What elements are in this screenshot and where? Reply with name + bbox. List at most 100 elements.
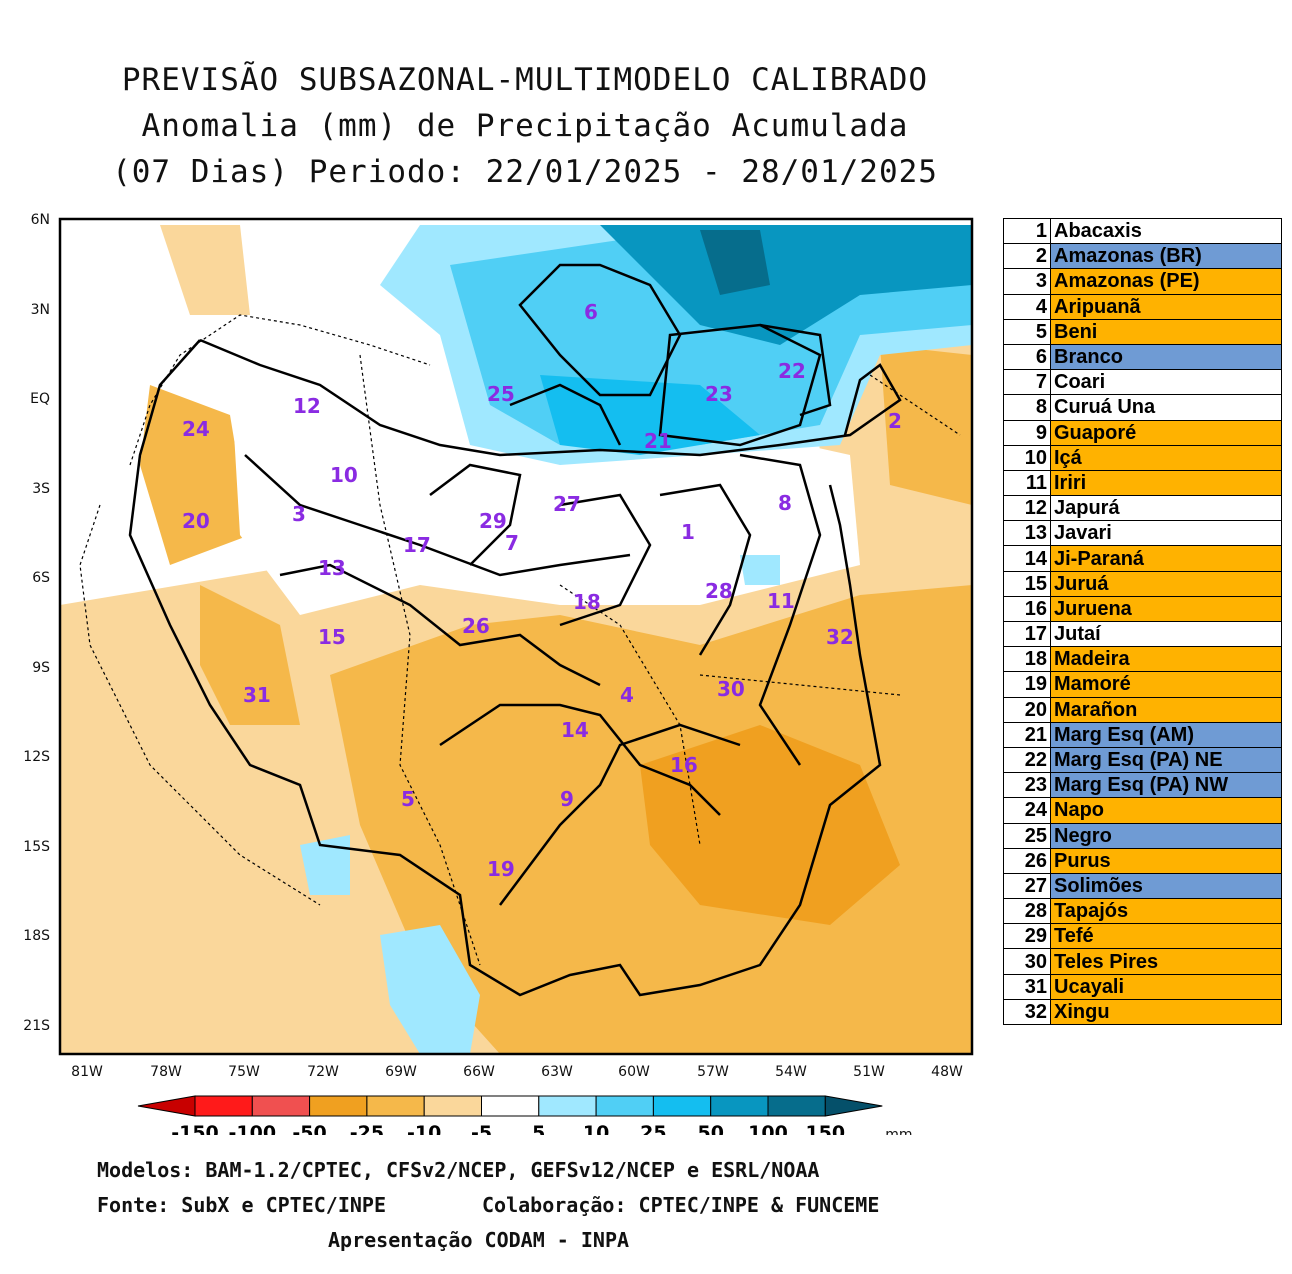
legend-number: 3 (1003, 268, 1051, 295)
lat-tick-label: 12S (23, 749, 50, 765)
legend-row: 10 Içá (1003, 444, 1282, 471)
lat-tick-label: 6N (31, 212, 50, 228)
basin-label: 30 (717, 677, 745, 701)
latitude-axis: 6N 3N EQ 3S 6S 9S 12S 15S 18S 21S (23, 212, 50, 1034)
legend-basin-name: Ji-Paraná (1050, 545, 1282, 572)
legend-basin-name: Marañon (1050, 696, 1282, 723)
legend-number: 30 (1003, 948, 1051, 975)
basin-label: 19 (487, 857, 515, 881)
lon-tick-label: 63W (541, 1064, 573, 1080)
legend-number: 18 (1003, 646, 1051, 673)
legend-number: 11 (1003, 469, 1051, 497)
legend-basin-name: Coari (1050, 369, 1282, 396)
basin-label: 32 (826, 625, 854, 649)
lat-tick-label: 18S (23, 928, 50, 944)
lat-tick-label: 15S (23, 839, 50, 855)
lat-tick-label: EQ (30, 391, 50, 407)
legend-number: 28 (1003, 898, 1051, 925)
colorbar-unit: mm (885, 1127, 912, 1135)
legend-row: 31 Ucayali (1003, 973, 1282, 1000)
legend-number: 25 (1003, 822, 1051, 849)
basin-label: 14 (561, 718, 589, 742)
colorbar-segment (538, 1095, 597, 1117)
anomaly-map: 1 2 3 4 5 6 7 8 9 10 11 12 13 14 15 16 1… (23, 212, 974, 1135)
country-borders (79, 314, 961, 966)
legend-number: 13 (1003, 520, 1051, 547)
colorbar: -150 -100 -50 -25 -10 -5 5 10 25 50 100 150 mm (137, 1095, 913, 1135)
legend-number: 23 (1003, 772, 1051, 799)
legend-number: 20 (1003, 696, 1051, 723)
lat-tick-label: 3S (32, 481, 50, 497)
legend-basin-name: Solimões (1050, 872, 1282, 900)
legend-number: 1 (1003, 217, 1051, 245)
legend-number: 19 (1003, 671, 1051, 698)
basin-label: 1 (681, 520, 695, 544)
basin-labels: 1 2 3 4 5 6 7 8 9 10 11 12 13 14 15 16 1… (182, 300, 902, 881)
legend-row: 27 Solimões (1003, 872, 1282, 900)
basin-label: 3 (292, 502, 306, 526)
basin-label: 25 (487, 382, 515, 406)
legend-basin-name: Madeira (1050, 646, 1282, 673)
legend-basin-name: Marg Esq (AM) (1050, 721, 1282, 748)
basin-label: 29 (479, 509, 507, 533)
legend-row: 6 Branco (1003, 343, 1282, 371)
colorbar-label: -10 (407, 1122, 441, 1135)
basin-label: 20 (182, 509, 210, 533)
legend-number: 27 (1003, 872, 1051, 900)
legend-row: 25 Negro (1003, 822, 1282, 849)
legend-basin-name: Japurá (1050, 495, 1282, 522)
legend-row: 2 Amazonas (BR) (1003, 243, 1282, 270)
collaboration-credit: Colaboração: CPTEC/INPE & FUNCEME (482, 1193, 880, 1217)
legend-row: 18 Madeira (1003, 646, 1282, 673)
legend-number: 17 (1003, 620, 1051, 648)
legend-number: 24 (1003, 797, 1051, 824)
basin-label: 4 (620, 683, 634, 707)
legend-basin-name: Negro (1050, 822, 1282, 849)
legend-basin-name: Jutaí (1050, 620, 1282, 648)
colorbar-segment (767, 1095, 826, 1117)
legend-basin-name: Branco (1050, 343, 1282, 371)
legend-basin-name: Aripuanã (1050, 293, 1282, 320)
legend-basin-name: Tefé (1050, 923, 1282, 950)
colorbar-label: 25 (640, 1122, 666, 1135)
legend-number: 26 (1003, 847, 1051, 874)
legend-row: 20 Marañon (1003, 696, 1282, 723)
map-frame (58, 217, 974, 1056)
lon-tick-label: 60W (618, 1064, 650, 1080)
legend-row: 16 Juruena (1003, 595, 1282, 623)
legend-basin-name: Curuá Una (1050, 394, 1282, 421)
legend-row: 15 Juruá (1003, 570, 1282, 597)
colorbar-label: -150 (171, 1122, 219, 1135)
legend-row: 13 Javari (1003, 520, 1282, 547)
legend-number: 2 (1003, 243, 1051, 270)
lat-tick-label: 6S (32, 570, 50, 586)
legend-row: 7 Coari (1003, 369, 1282, 396)
colorbar-arrow-left (137, 1095, 196, 1117)
legend-number: 5 (1003, 318, 1051, 345)
legend-number: 15 (1003, 570, 1051, 597)
basin-legend: 1 Abacaxis 2 Amazonas (BR) 3 Amazonas (PE) 4 Ar… (1003, 217, 1282, 1026)
colorbar-segment (309, 1095, 368, 1117)
legend-row: 11 Iriri (1003, 469, 1282, 497)
legend-number: 6 (1003, 343, 1051, 371)
legend-row: 32 Xingu (1003, 998, 1282, 1026)
lon-tick-label: 69W (385, 1064, 417, 1080)
legend-number: 21 (1003, 721, 1051, 748)
colorbar-segment (251, 1095, 311, 1117)
lon-tick-label: 75W (228, 1064, 260, 1080)
legend-number: 29 (1003, 923, 1051, 950)
lat-tick-label: 21S (23, 1018, 50, 1034)
basin-label: 13 (318, 556, 346, 580)
basin-label: 17 (403, 533, 431, 557)
basin-label: 18 (573, 590, 601, 614)
models-credit: Modelos: BAM-1.2/CPTEC, CFSv2/NCEP, GEFS… (97, 1158, 820, 1182)
lon-tick-label: 72W (307, 1064, 339, 1080)
legend-basin-name: Javari (1050, 520, 1282, 547)
colorbar-segment (194, 1095, 253, 1117)
legend-row: 1 Abacaxis (1003, 217, 1282, 245)
legend-row: 5 Beni (1003, 318, 1282, 345)
legend-number: 7 (1003, 369, 1051, 396)
legend-row: 23 Marg Esq (PA) NW (1003, 772, 1282, 799)
legend-row: 3 Amazonas (PE) (1003, 268, 1282, 295)
colorbar-arrow-right (824, 1095, 883, 1117)
